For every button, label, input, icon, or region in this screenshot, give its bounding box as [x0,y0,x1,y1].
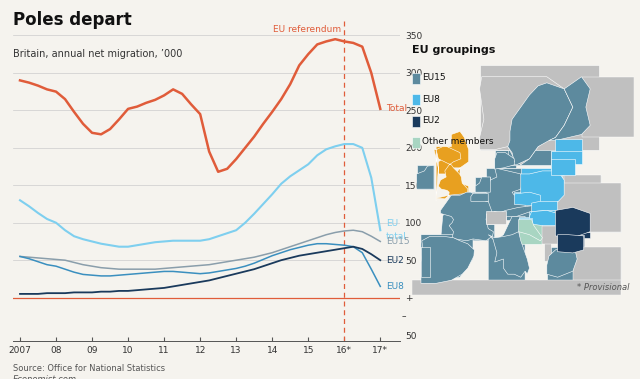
Polygon shape [508,83,573,165]
Polygon shape [556,183,621,232]
Polygon shape [486,168,525,216]
Polygon shape [556,207,590,238]
Polygon shape [434,283,460,296]
Polygon shape [479,77,564,165]
Bar [412,116,420,127]
Polygon shape [521,168,564,204]
Text: EU: EU [386,219,398,228]
Text: total: total [386,232,406,241]
Polygon shape [557,235,584,253]
Polygon shape [476,177,490,192]
Text: Economist.com: Economist.com [13,375,77,379]
Polygon shape [421,236,474,283]
Polygon shape [573,247,621,283]
Polygon shape [547,247,577,283]
Polygon shape [417,165,434,189]
Polygon shape [440,192,495,241]
Polygon shape [573,247,621,283]
Polygon shape [486,211,506,224]
Polygon shape [547,77,590,138]
Polygon shape [582,77,634,138]
Polygon shape [543,226,562,244]
Polygon shape [501,205,534,216]
Polygon shape [518,218,532,226]
Polygon shape [515,192,540,205]
Polygon shape [488,232,529,277]
Text: Poles depart: Poles depart [13,11,132,29]
Polygon shape [436,147,468,199]
Polygon shape [440,192,495,241]
Polygon shape [412,280,621,296]
Polygon shape [557,235,584,252]
Text: EU referendum: EU referendum [273,25,340,34]
Polygon shape [421,235,473,283]
Text: EU2: EU2 [386,256,403,265]
Text: Other members: Other members [422,137,494,146]
Polygon shape [417,166,434,189]
Polygon shape [556,139,582,153]
Polygon shape [479,64,599,150]
Polygon shape [518,219,543,244]
Polygon shape [484,197,488,202]
Polygon shape [529,207,560,224]
Polygon shape [508,83,564,165]
Polygon shape [564,175,601,190]
Polygon shape [556,183,621,232]
Polygon shape [471,192,486,201]
Polygon shape [421,247,429,277]
Polygon shape [532,201,557,211]
Polygon shape [551,151,582,164]
Text: Total: Total [386,104,407,113]
Polygon shape [486,168,525,215]
Text: EU15: EU15 [422,74,446,83]
Polygon shape [501,204,536,219]
Polygon shape [551,151,582,164]
Bar [412,137,420,148]
Polygon shape [521,171,564,204]
Bar [412,73,420,84]
Text: Source: Office for National Statistics: Source: Office for National Statistics [13,364,165,373]
Polygon shape [421,247,429,277]
Bar [412,94,420,105]
Polygon shape [471,193,488,201]
Polygon shape [495,150,516,168]
Text: EU2: EU2 [422,116,440,125]
Polygon shape [547,247,577,277]
Text: EU15: EU15 [386,237,410,246]
Polygon shape [518,219,543,241]
Text: * Provisional: * Provisional [577,283,629,293]
Polygon shape [529,210,557,226]
Polygon shape [549,77,590,141]
Polygon shape [518,217,532,226]
Polygon shape [543,221,560,238]
Polygon shape [556,139,582,153]
Text: EU groupings: EU groupings [412,45,495,55]
Polygon shape [495,153,515,169]
Polygon shape [488,216,525,283]
Polygon shape [562,175,601,190]
Polygon shape [551,159,575,175]
Text: EU8: EU8 [386,282,404,291]
Polygon shape [551,159,575,175]
Polygon shape [556,208,590,238]
Text: –: – [401,312,406,321]
Text: EU8: EU8 [422,95,440,104]
Polygon shape [544,243,551,262]
Polygon shape [515,192,540,204]
Polygon shape [486,211,506,224]
Polygon shape [434,132,468,201]
Polygon shape [532,201,557,211]
Polygon shape [476,177,490,192]
Text: Britain, annual net migration, ’000: Britain, annual net migration, ’000 [13,49,182,59]
